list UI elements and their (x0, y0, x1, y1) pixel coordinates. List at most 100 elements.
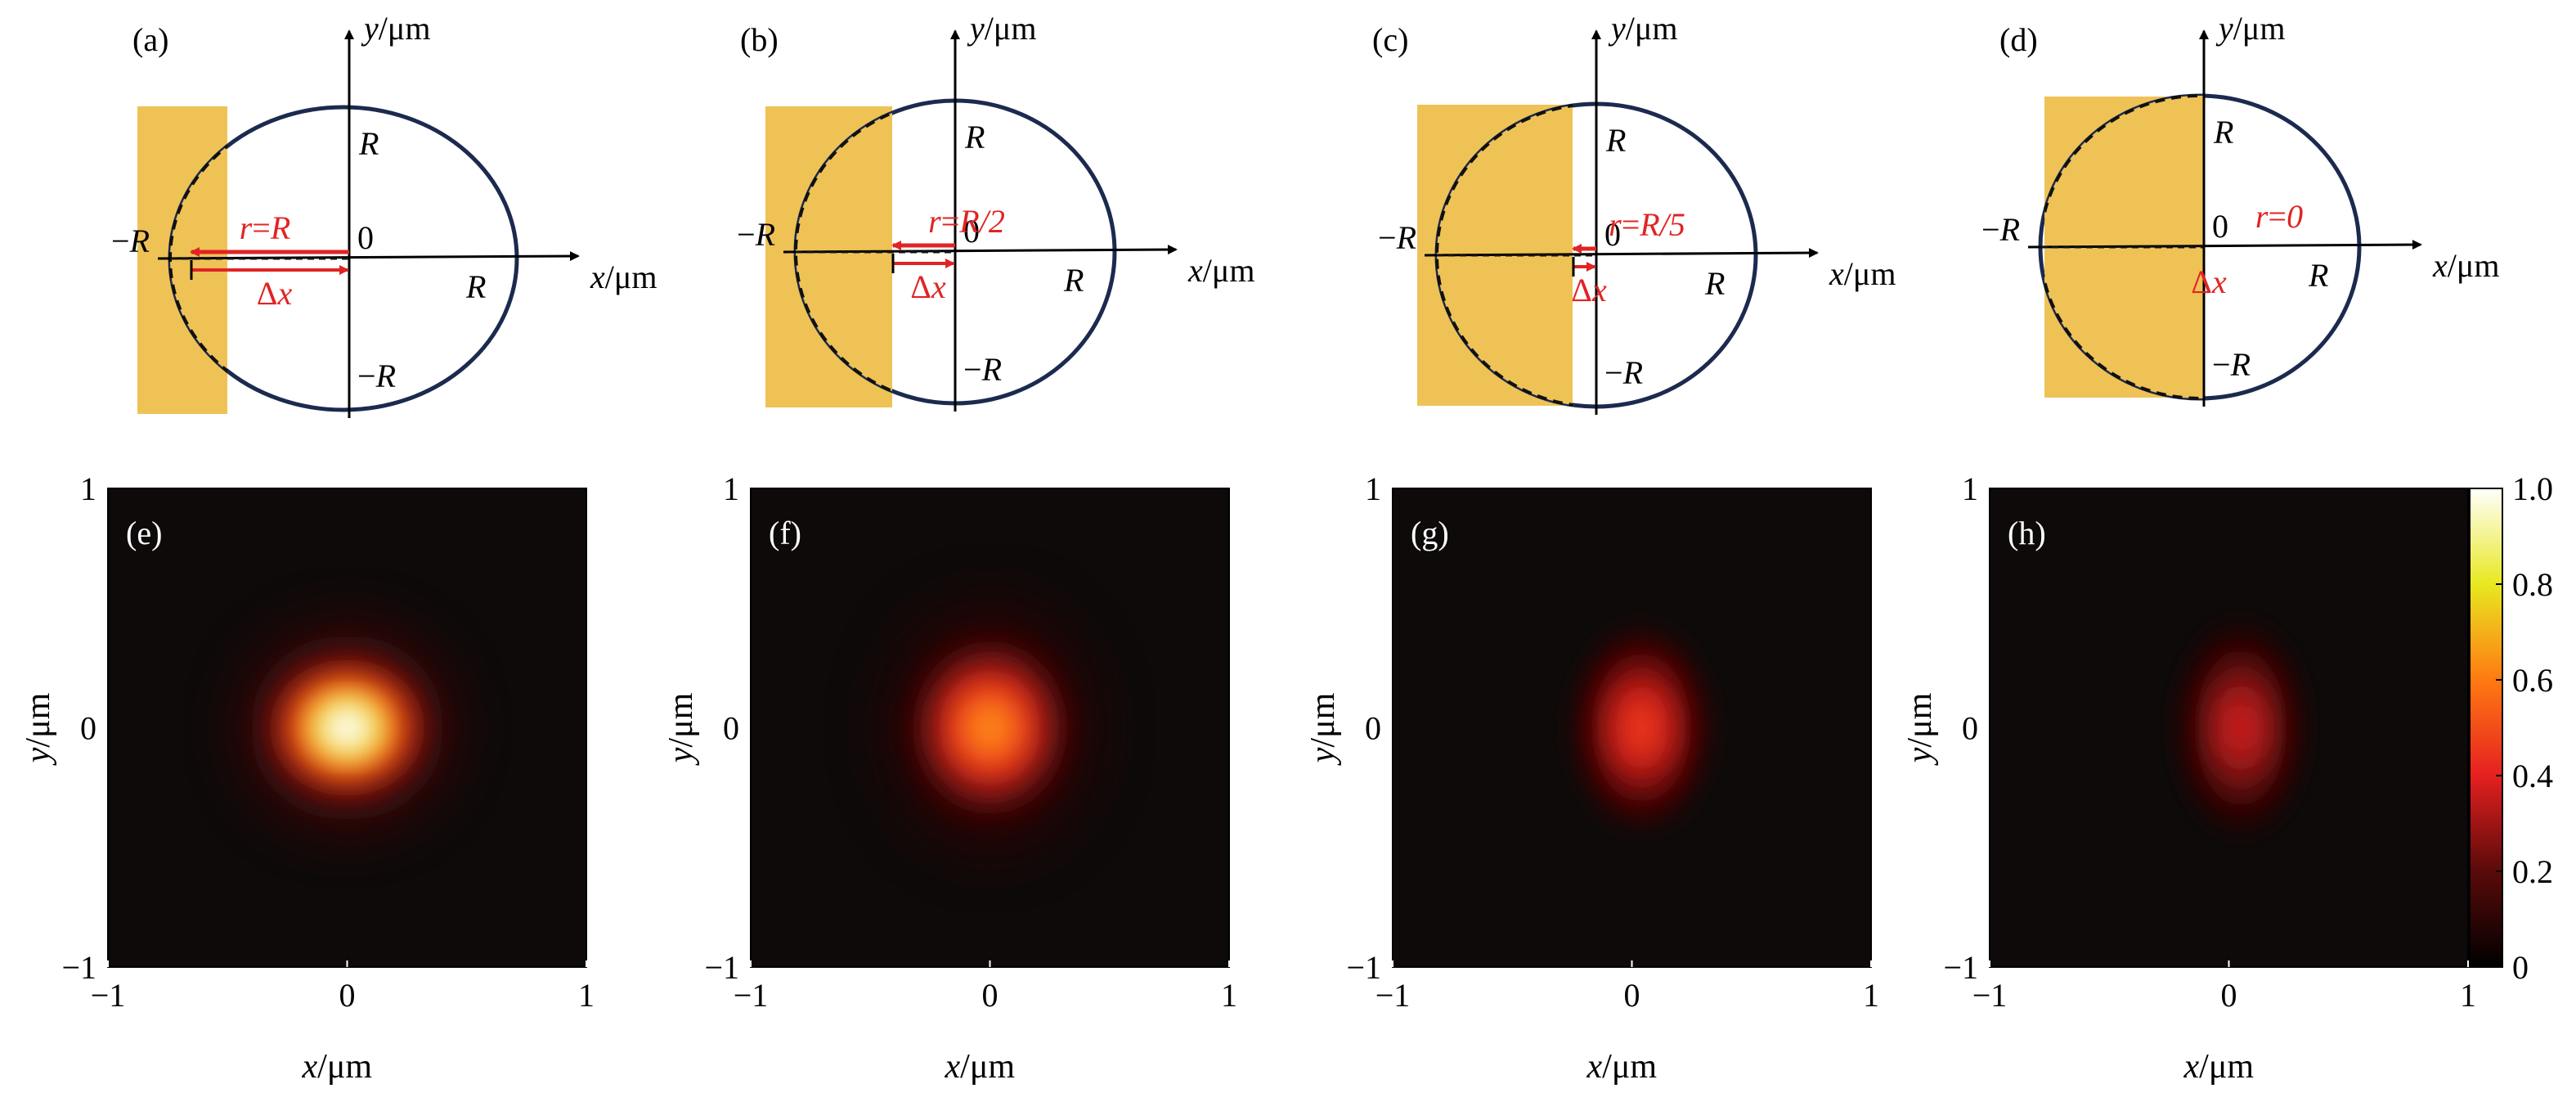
dx-var: x (2211, 263, 2227, 300)
r-label: r=R/5 (1609, 206, 1685, 243)
origin-label: 0 (357, 219, 374, 256)
x-neg-label: −R (111, 223, 150, 259)
y-tick-label: −1 (1943, 949, 1978, 986)
x-neg-label-var: R (129, 223, 150, 259)
x-neg-label-sign: − (737, 216, 756, 253)
x-tick-label: 0 (1624, 977, 1640, 1014)
x-axis-label: x/μm (590, 259, 657, 295)
y-neg-label-var: R (2230, 346, 2251, 383)
x-axis (2027, 240, 2422, 250)
origin-label: 0 (2212, 208, 2228, 245)
colorbar-gradient (2469, 488, 2503, 968)
x-pos-label-var: R (1063, 262, 1084, 299)
x-axis-label: x/μm (1829, 255, 1896, 292)
y-axis-label-unit: /μm (1304, 692, 1342, 747)
panel-label: (c) (1372, 21, 1408, 58)
colorbar-tick-label: 0.4 (2512, 758, 2553, 794)
colorbar-tick-label: 0 (2512, 949, 2529, 986)
x-pos-label-var: R (1704, 265, 1725, 302)
spot-level-4 (321, 704, 374, 751)
dx-delta: Δ (257, 275, 278, 312)
y-tick-label: 1 (1962, 470, 1978, 507)
y-pos-label: R (2213, 114, 2233, 151)
r-var: r (928, 203, 941, 240)
y-axis-label-var: y (361, 10, 379, 47)
x-tick-label: −1 (734, 977, 769, 1014)
x-axis-label-unit: /μm (2199, 1048, 2254, 1086)
y-axis-label-unit: /μm (2233, 10, 2286, 47)
colorbar-tick-label: 0.2 (2512, 853, 2553, 890)
y-axis-label: y/μm (1304, 692, 1342, 766)
y-axis-label-unit: /μm (1901, 692, 1939, 747)
y-pos-label-var: R (2213, 114, 2233, 151)
x-axis-label-unit: /μm (317, 1048, 372, 1086)
dx-label: Δx (910, 268, 946, 305)
dx-var: x (276, 275, 292, 312)
r-var: r (2255, 198, 2269, 235)
x-axis-label: x/μm (2183, 1048, 2255, 1086)
y-neg-label: −R (963, 351, 1002, 388)
x-tick-label: −1 (1376, 977, 1411, 1014)
r-eq: = (2269, 198, 2287, 235)
y-pos-label: R (358, 125, 379, 162)
y-neg-label-sign: − (2212, 346, 2231, 383)
colorbar: 0 0.2 0.4 0.6 0.8 1.0 (2469, 470, 2553, 986)
y-axis-label-var: y (1901, 747, 1939, 766)
y-axis-label-unit: /μm (662, 692, 700, 747)
x-neg-label: −R (1981, 211, 2020, 248)
heatmap-panel-g: (g)−1 0 110−1x/μmy/μm (1304, 470, 1879, 1086)
y-tick-label: −1 (61, 949, 96, 986)
x-pos-label-var: R (465, 268, 486, 305)
heatmaps-row: (e)−1 0 110−1x/μmy/μm(f)−1 0 110−1x/μmy/μm(g… (20, 470, 2476, 1086)
x-axis-label-unit: /μm (2448, 247, 2500, 284)
r-eq: = (941, 203, 960, 240)
x-neg-label: −R (737, 216, 775, 253)
panel-label: (b) (740, 21, 779, 58)
dx-var: x (931, 268, 946, 305)
dx-label: Δx (1571, 272, 1607, 308)
x-axis-label-unit: /μm (1602, 1048, 1657, 1086)
x-axis-label-var: x (1586, 1048, 1603, 1086)
y-axis-label-var: y (1608, 10, 1626, 47)
y-pos-label-var: R (1605, 122, 1626, 159)
x-neg-label-var: R (755, 216, 775, 253)
y-axis-label-unit: /μm (1626, 10, 1678, 47)
y-axis-label-unit: /μm (379, 10, 431, 47)
x-axis-label-var: x (1187, 252, 1203, 289)
y-neg-label-var: R (981, 351, 1002, 388)
r-var: r (1609, 206, 1622, 243)
dx-label: Δx (257, 275, 293, 312)
x-axis-label: x/μm (1187, 252, 1254, 289)
y-tick-label: −1 (704, 949, 739, 986)
x-tick-label: 1 (1863, 977, 1879, 1014)
x-tick-label: 0 (982, 977, 999, 1014)
r-label: r=R/2 (928, 203, 1005, 240)
heatmap-panel-e: (e)−1 0 110−1x/μmy/μm (20, 470, 595, 1086)
r-label: r=0 (2255, 198, 2303, 235)
y-axis-label-var: y (1304, 747, 1342, 766)
x-neg-label-sign: − (111, 223, 130, 259)
r-var: r (240, 209, 253, 246)
y-axis-label: y/μm (20, 692, 57, 766)
colorbar-tick-label: 1.0 (2512, 470, 2553, 507)
y-tick-label: 0 (1962, 710, 1978, 747)
y-pos-label-var: R (964, 119, 985, 155)
x-neg-label: −R (1378, 219, 1416, 256)
x-axis-label: x/μm (945, 1048, 1016, 1086)
y-axis-label-var: y (967, 10, 985, 47)
y-axis-label: y/μm (967, 10, 1036, 47)
y-axis-label: y/μm (361, 10, 430, 47)
x-tick-label: −1 (1972, 977, 2008, 1014)
x-axis-label-var: x (2183, 1048, 2200, 1086)
x-axis-label-unit: /μm (605, 259, 657, 295)
heatmap-panel-f: (f)−1 0 110−1x/μmy/μm (662, 470, 1237, 1086)
x-tick-label: 0 (2221, 977, 2237, 1014)
y-neg-label-sign: − (357, 358, 376, 394)
dx-delta: Δ (910, 268, 931, 305)
y-axis-label: y/μm (2215, 10, 2285, 47)
y-neg-label-sign: − (963, 351, 982, 388)
